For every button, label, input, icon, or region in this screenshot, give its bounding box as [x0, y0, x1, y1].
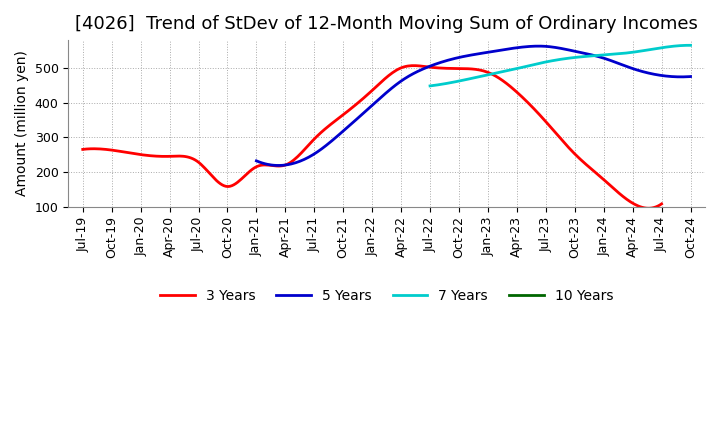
- Line: 7 Years: 7 Years: [430, 45, 690, 86]
- 5 Years: [253, 159, 262, 164]
- 7 Years: [426, 83, 434, 88]
- 3 Years: [81, 147, 89, 152]
- 7 Years: [585, 53, 594, 59]
- 5 Years: [534, 44, 542, 49]
- 5 Years: [519, 44, 528, 50]
- Legend: 3 Years, 5 Years, 7 Years, 10 Years: 3 Years, 5 Years, 7 Years, 10 Years: [155, 283, 618, 308]
- 5 Years: [621, 63, 629, 69]
- 3 Years: [78, 147, 87, 152]
- 5 Years: [510, 45, 519, 51]
- Line: 3 Years: 3 Years: [83, 66, 662, 208]
- 7 Years: [580, 54, 588, 59]
- Title: [4026]  Trend of StDev of 12-Month Moving Sum of Ordinary Incomes: [4026] Trend of StDev of 12-Month Moving…: [75, 15, 698, 33]
- 7 Years: [685, 43, 694, 48]
- 7 Years: [581, 54, 590, 59]
- 3 Years: [425, 64, 433, 70]
- 7 Years: [427, 83, 436, 88]
- 5 Years: [274, 163, 282, 168]
- 5 Years: [686, 74, 695, 79]
- 3 Years: [657, 201, 666, 206]
- 3 Years: [568, 149, 577, 154]
- Line: 5 Years: 5 Years: [256, 46, 690, 165]
- 7 Years: [686, 43, 695, 48]
- 5 Years: [252, 158, 261, 164]
- 3 Years: [605, 182, 613, 187]
- 5 Years: [512, 45, 521, 51]
- 7 Years: [645, 47, 654, 52]
- 3 Years: [435, 65, 444, 70]
- Y-axis label: Amount (million yen): Amount (million yen): [15, 51, 29, 196]
- 5 Years: [649, 71, 657, 77]
- 3 Years: [410, 63, 418, 68]
- 3 Years: [644, 205, 652, 211]
- 7 Years: [662, 44, 670, 50]
- 3 Years: [423, 64, 432, 70]
